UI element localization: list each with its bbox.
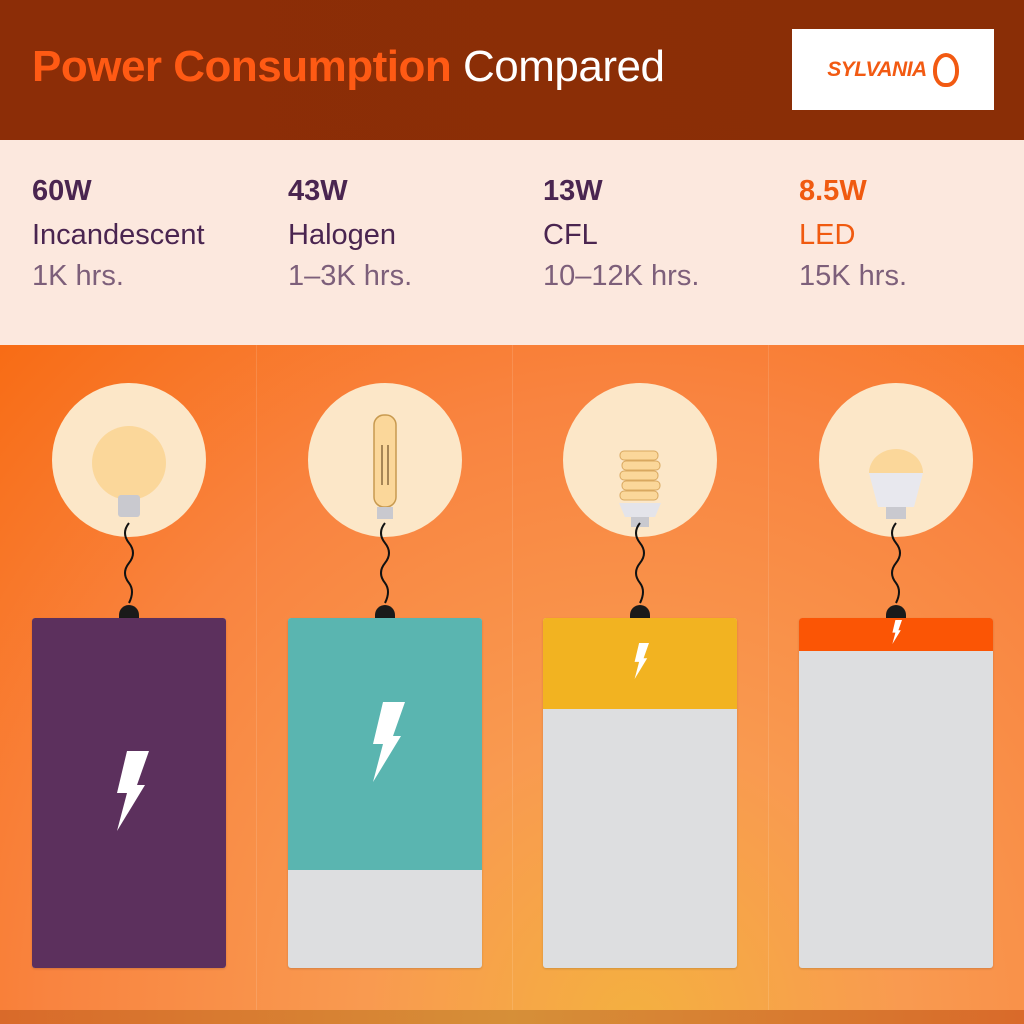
column-halogen <box>288 345 482 1024</box>
bar-fill <box>799 618 993 652</box>
lifespan: 1–3K hrs. <box>288 260 413 292</box>
column-cfl <box>543 345 737 1024</box>
bar-cfl <box>543 618 737 968</box>
wire <box>124 522 134 604</box>
bulb-name: Halogen <box>288 219 397 251</box>
bulb-name: LED <box>799 219 856 251</box>
lifespan: 1K hrs. <box>32 260 124 292</box>
wire <box>891 522 901 604</box>
bulb-name: Incandescent <box>32 219 205 251</box>
page-title: Power Consumption Compared <box>32 42 665 92</box>
bar-fill <box>288 618 482 870</box>
plug-icon <box>119 605 139 620</box>
watts: 13W <box>543 175 603 207</box>
watts: 8.5W <box>799 175 867 207</box>
bar-halogen <box>288 618 482 968</box>
label-cfl: 13W CFL 10–12K hrs. <box>543 175 699 293</box>
label-incandescent: 60W Incandescent 1K hrs. <box>32 175 205 293</box>
label-led: 8.5W LED 15K hrs. <box>799 175 907 293</box>
title-bold: Power Consumption <box>32 42 452 91</box>
lifespan: 10–12K hrs. <box>543 260 700 292</box>
bar-incandescent <box>32 618 226 968</box>
halogen-bulb-icon <box>373 414 397 604</box>
column-led <box>799 345 993 1024</box>
lightning-icon <box>631 643 649 684</box>
bar-fill <box>32 618 226 968</box>
floor-strip <box>0 1010 1024 1024</box>
column-incandescent <box>32 345 226 1024</box>
bar-led <box>799 618 993 968</box>
wire <box>380 522 390 604</box>
logo-wordmark: SYLVANIA <box>827 57 927 81</box>
chart-area <box>0 345 1024 1024</box>
led-bulb-icon <box>869 449 923 604</box>
watts: 43W <box>288 175 348 207</box>
sylvania-logo: SYLVANIA <box>792 29 994 110</box>
logo-bulb-icon <box>932 52 959 87</box>
lifespan: 15K hrs. <box>799 260 907 292</box>
wire <box>635 522 645 604</box>
cfl-bulb-icon <box>619 450 661 604</box>
divider <box>512 345 513 1010</box>
lightning-icon <box>890 620 902 649</box>
bulb-name: CFL <box>543 219 598 251</box>
divider <box>768 345 769 1010</box>
plug-icon <box>886 605 906 620</box>
header: Power Consumption Compared SYLVANIA <box>0 0 1024 140</box>
title-light: Compared <box>463 42 665 91</box>
lightning-icon <box>365 701 405 787</box>
bar-fill <box>543 618 737 709</box>
labels-band <box>0 140 1024 345</box>
plug-icon <box>375 605 395 620</box>
lightning-icon <box>109 750 149 836</box>
divider <box>256 345 257 1010</box>
label-halogen: 43W Halogen 1–3K hrs. <box>288 175 412 293</box>
globe-bulb-icon <box>92 426 166 604</box>
plug-icon <box>630 605 650 620</box>
watts: 60W <box>32 175 92 207</box>
